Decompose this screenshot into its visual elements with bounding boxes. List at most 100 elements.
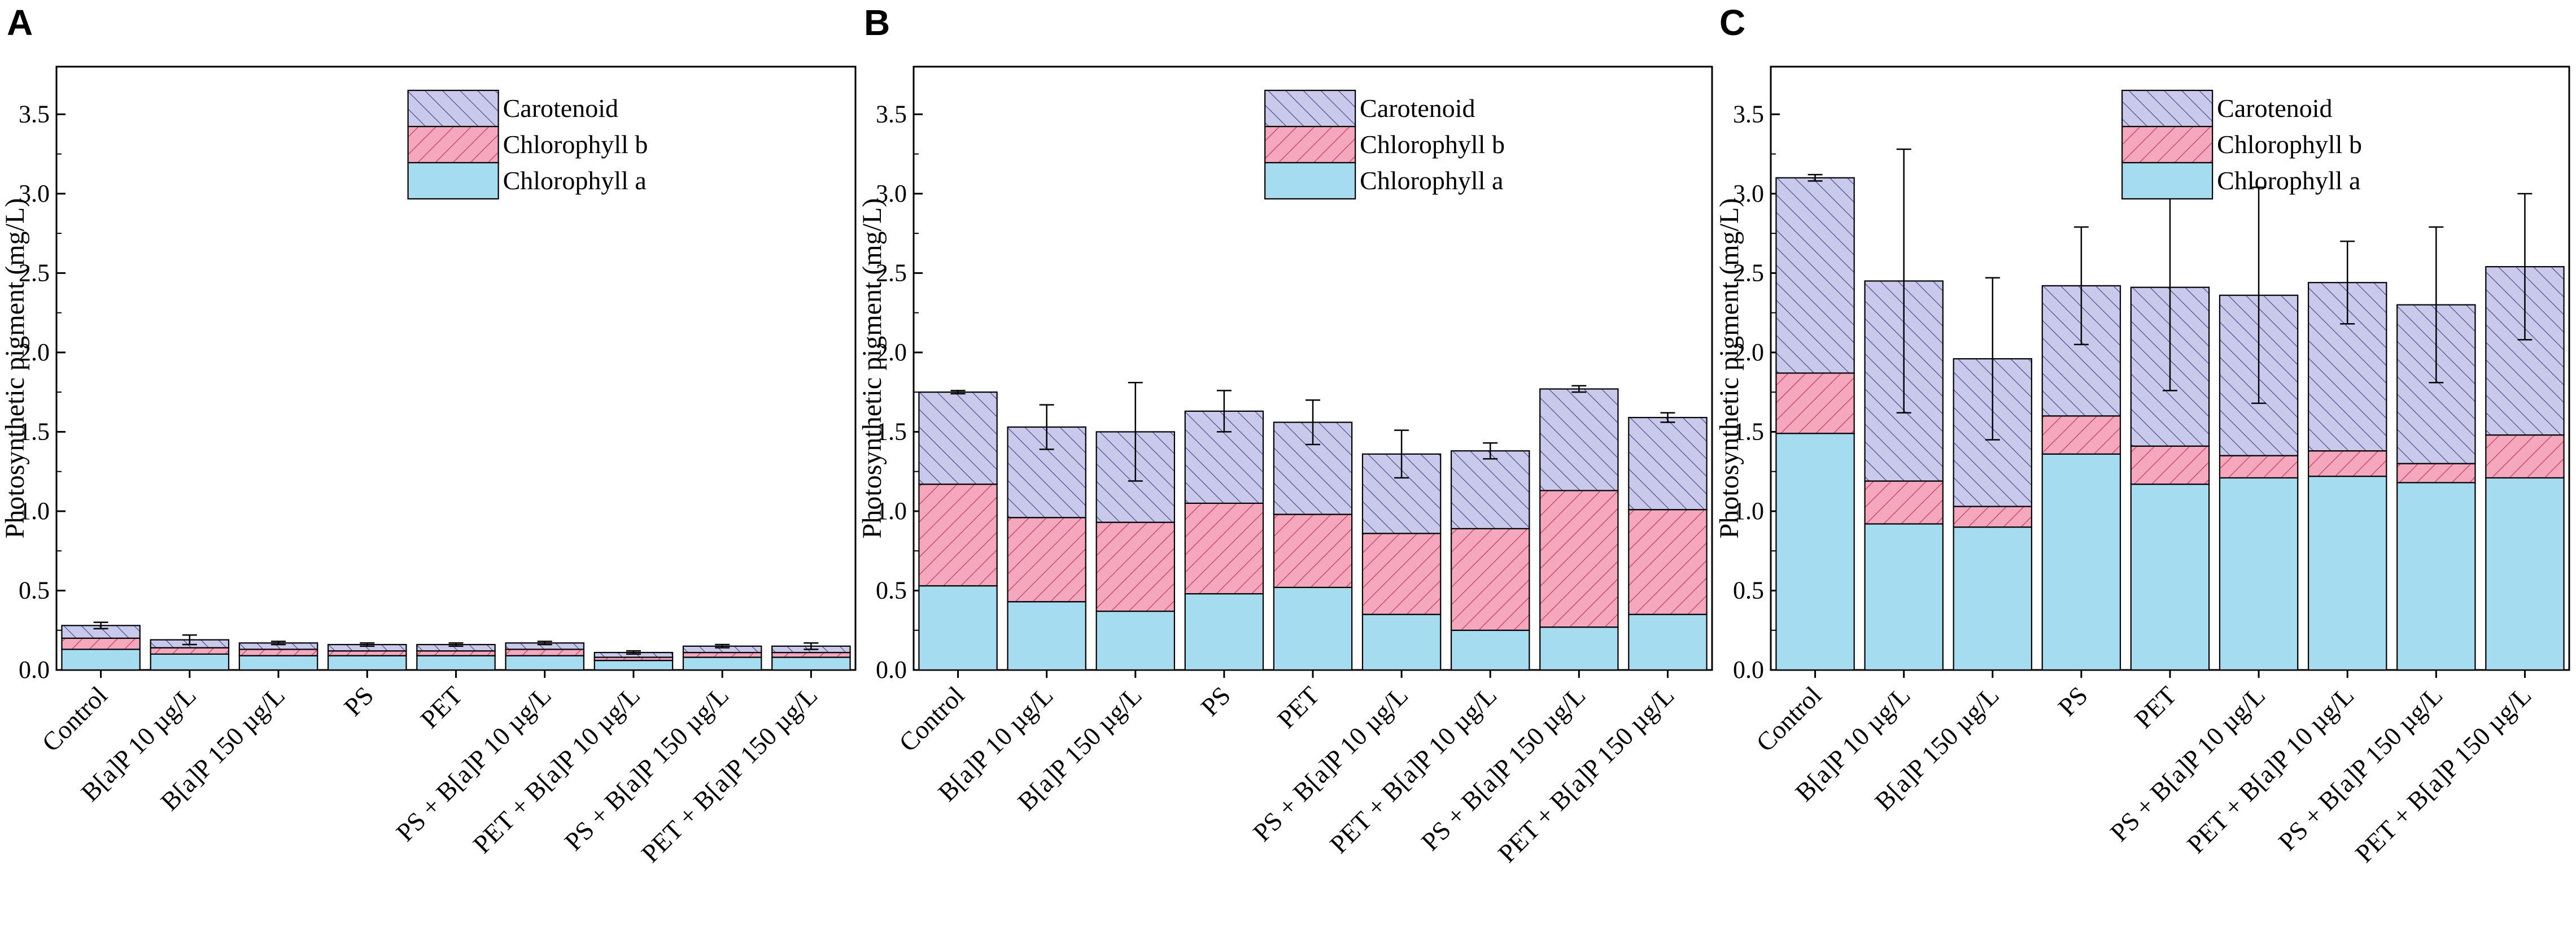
bar-chlorophyll-a: [682, 656, 762, 671]
bar-chlorophyll-a: [2307, 476, 2387, 671]
bar-chlorophyll-b: [327, 650, 407, 656]
legend-label: Carotenoid: [503, 94, 618, 123]
x-tick-label: PS + B[a]P 10 µg/L: [2105, 681, 2271, 847]
bar-chlorophyll-b: [2485, 434, 2565, 479]
x-tick-label: PS: [1195, 681, 1236, 721]
y-tick-label: 1.5: [876, 417, 907, 445]
legend-swatch: [2121, 125, 2213, 164]
bar-chlorophyll-a: [1184, 593, 1264, 671]
y-tick-label: 0.0: [19, 656, 50, 684]
bar-chlorophyll-a: [1361, 613, 1442, 671]
y-tick-label: 0.0: [1733, 656, 1764, 684]
bar-chlorophyll-a: [1864, 523, 1944, 671]
bar-chlorophyll-a: [918, 585, 998, 671]
legend-swatch: [407, 162, 499, 200]
bar-chlorophyll-a: [416, 655, 496, 671]
bar-chlorophyll-b: [682, 651, 762, 658]
y-tick-label: 0.0: [876, 656, 907, 684]
legend-label: Chlorophyll a: [503, 166, 647, 195]
y-tick-label: 3.5: [876, 100, 907, 128]
panel-b: 0.0 0.5 1.0 1.5 2.0 2.5 3.0 3.5 Photosynthetic p…: [857, 66, 1713, 868]
bar-chlorophyll-b: [918, 484, 998, 587]
legend-label: Carotenoid: [2217, 94, 2332, 123]
y-tick-label: 2.5: [1733, 259, 1764, 286]
bar-chlorophyll-b: [238, 649, 318, 656]
x-tick-label: PET + B[a]P 10 µg/L: [468, 681, 645, 859]
bar-chlorophyll-b: [1864, 480, 1944, 525]
bar-carotenoid: [1450, 450, 1530, 529]
bar-chlorophyll-b: [771, 651, 851, 658]
y-axis-label: Photosynthetic pigment (mg/L): [1714, 198, 1744, 539]
bar-chlorophyll-b: [2307, 450, 2387, 477]
bar-chlorophyll-a: [61, 649, 141, 671]
bar-chlorophyll-b: [1184, 502, 1264, 595]
bar-chlorophyll-a: [1095, 610, 1176, 671]
x-tick-label: PS + B[a]P 150 µg/L: [2273, 681, 2448, 856]
y-tick-label: 2.5: [876, 259, 907, 286]
y-tick-label: 1.0: [876, 497, 907, 525]
legend-label: Chlorophyll a: [1360, 166, 1503, 195]
y-tick-label: 1.5: [1733, 417, 1764, 445]
x-tick-label: PS + B[a]P 10 µg/L: [391, 681, 557, 847]
y-tick-label: 0.5: [1733, 576, 1764, 604]
bar-chlorophyll-b: [2041, 415, 2121, 455]
x-tick-label: PS + B[a]P 10 µg/L: [1247, 681, 1413, 847]
x-tick-label: PS: [338, 681, 379, 721]
legend-swatch: [1264, 125, 1356, 164]
bar-chlorophyll-a: [1775, 433, 1855, 671]
panel-a: 0.0 0.5 1.0 1.5 2.0 2.5 3.0 3.5 Photosynthetic p…: [0, 66, 857, 868]
legend-label: Chlorophyll b: [1360, 130, 1505, 159]
bar-chlorophyll-a: [1539, 626, 1619, 671]
x-tick-label: PET + B[a]P 10 µg/L: [1324, 681, 1502, 859]
bar-chlorophyll-b: [1450, 528, 1530, 631]
bar-chlorophyll-a: [1007, 601, 1086, 671]
x-tick-label: PS: [2053, 681, 2093, 721]
bar-carotenoid: [1775, 177, 1855, 374]
y-axis-label: Photosynthetic pigment (mg/L): [857, 198, 887, 539]
y-tick-label: 3.0: [19, 180, 50, 207]
bar-chlorophyll-b: [61, 637, 141, 650]
panel-c: 0.0 0.5 1.0 1.5 2.0 2.5 3.0 3.5 Photosynthetic p…: [1714, 66, 2570, 868]
bar-chlorophyll-b: [1539, 490, 1619, 628]
bar-chlorophyll-a: [238, 655, 318, 671]
x-tick-label: PET + B[a]P 150 µg/L: [1492, 681, 1680, 868]
bar-carotenoid: [918, 391, 998, 485]
legend-swatch: [407, 125, 499, 164]
bar-chlorophyll-a: [1273, 586, 1353, 671]
y-tick-label: 3.0: [1733, 180, 1764, 207]
bar-chlorophyll-b: [1273, 513, 1353, 588]
panel-letter-c: C: [1719, 2, 1745, 43]
x-tick-label: PET: [1272, 681, 1325, 734]
x-tick-label: Control: [893, 681, 970, 757]
bar-chlorophyll-b: [1007, 517, 1086, 603]
bar-chlorophyll-b: [1095, 521, 1176, 612]
bar-chlorophyll-a: [2130, 484, 2210, 671]
bar-chlorophyll-b: [2219, 455, 2299, 479]
bar-chlorophyll-a: [1953, 526, 2033, 671]
bar-chlorophyll-a: [1450, 629, 1530, 671]
x-tick-label: PS + B[a]P 150 µg/L: [559, 681, 734, 856]
legend-swatch: [1264, 89, 1356, 128]
x-tick-label: PS + B[a]P 150 µg/L: [1416, 681, 1591, 856]
bar-chlorophyll-a: [2396, 482, 2476, 671]
x-tick-label: PET + B[a]P 150 µg/L: [2350, 681, 2537, 868]
bar-chlorophyll-a: [150, 653, 230, 671]
legend-label: Chlorophyll b: [503, 130, 648, 159]
x-tick-label: PET + B[a]P 10 µg/L: [2181, 681, 2359, 859]
y-tick-label: 2.0: [876, 338, 907, 366]
x-tick-label: Control: [36, 681, 112, 757]
legend-swatch: [2121, 162, 2213, 200]
y-tick-label: 2.5: [19, 259, 50, 286]
y-axis-label: Photosynthetic pigment (mg/L): [0, 198, 30, 539]
legend-label: Chlorophyll a: [2217, 166, 2360, 195]
bar-chlorophyll-b: [1628, 509, 1708, 615]
y-tick-label: 1.0: [19, 497, 50, 525]
bar-chlorophyll-b: [1775, 372, 1855, 434]
panel-letter-b: B: [864, 2, 890, 43]
x-tick-label: PET + B[a]P 150 µg/L: [636, 681, 823, 868]
y-tick-label: 3.5: [19, 100, 50, 128]
legend-label: Chlorophyll b: [2217, 130, 2362, 159]
bar-chlorophyll-a: [1628, 613, 1708, 671]
x-tick-label: Control: [1750, 681, 1827, 757]
